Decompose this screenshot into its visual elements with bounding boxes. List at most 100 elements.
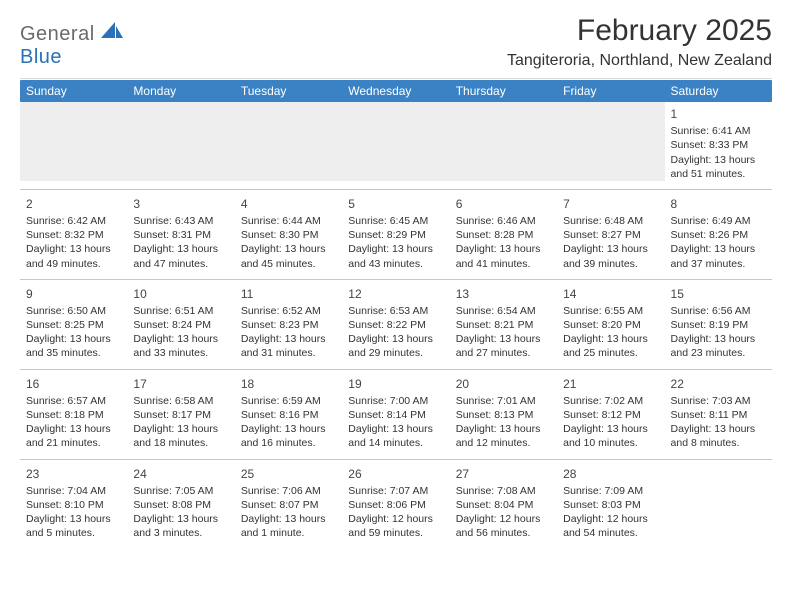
logo: General Blue (20, 14, 123, 69)
sunrise-text: Sunrise: 6:58 AM (133, 394, 228, 408)
day-number: 5 (348, 194, 443, 212)
day-cell: 20Sunrise: 7:01 AMSunset: 8:13 PMDayligh… (450, 372, 557, 451)
daylight-text: Daylight: 13 hours and 5 minutes. (26, 512, 121, 540)
daylight-text: Daylight: 13 hours and 8 minutes. (671, 422, 766, 450)
day-cell: 4Sunrise: 6:44 AMSunset: 8:30 PMDaylight… (235, 192, 342, 271)
daylight-text: Daylight: 13 hours and 18 minutes. (133, 422, 228, 450)
day-number: 20 (456, 374, 551, 392)
sunset-text: Sunset: 8:28 PM (456, 228, 551, 242)
sunset-text: Sunset: 8:11 PM (671, 408, 766, 422)
day-number: 27 (456, 464, 551, 482)
day-cell: 13Sunrise: 6:54 AMSunset: 8:21 PMDayligh… (450, 282, 557, 361)
daylight-text: Daylight: 13 hours and 3 minutes. (133, 512, 228, 540)
daylight-text: Daylight: 13 hours and 16 minutes. (241, 422, 336, 450)
sunset-text: Sunset: 8:23 PM (241, 318, 336, 332)
sunrise-text: Sunrise: 6:44 AM (241, 214, 336, 228)
day-number: 4 (241, 194, 336, 212)
daylight-text: Daylight: 13 hours and 23 minutes. (671, 332, 766, 360)
sunrise-text: Sunrise: 7:00 AM (348, 394, 443, 408)
day-number: 11 (241, 284, 336, 302)
daylight-text: Daylight: 12 hours and 56 minutes. (456, 512, 551, 540)
day-cell: 19Sunrise: 7:00 AMSunset: 8:14 PMDayligh… (342, 372, 449, 451)
daylight-text: Daylight: 12 hours and 59 minutes. (348, 512, 443, 540)
week-row: 1Sunrise: 6:41 AMSunset: 8:33 PMDaylight… (20, 102, 772, 189)
sunrise-text: Sunrise: 6:55 AM (563, 304, 658, 318)
day-number: 21 (563, 374, 658, 392)
daylight-text: Daylight: 13 hours and 10 minutes. (563, 422, 658, 450)
day-number: 3 (133, 194, 228, 212)
day-cell: 10Sunrise: 6:51 AMSunset: 8:24 PMDayligh… (127, 282, 234, 361)
daylight-text: Daylight: 13 hours and 21 minutes. (26, 422, 121, 450)
day-number: 6 (456, 194, 551, 212)
sunrise-text: Sunrise: 6:46 AM (456, 214, 551, 228)
day-number: 17 (133, 374, 228, 392)
sunrise-text: Sunrise: 7:05 AM (133, 484, 228, 498)
weekday-col: Friday (557, 84, 664, 98)
day-cell: 17Sunrise: 6:58 AMSunset: 8:17 PMDayligh… (127, 372, 234, 451)
header: General Blue February 2025 Tangiteroria,… (20, 14, 772, 70)
daylight-text: Daylight: 13 hours and 41 minutes. (456, 242, 551, 270)
day-cell: 11Sunrise: 6:52 AMSunset: 8:23 PMDayligh… (235, 282, 342, 361)
logo-word-1: General (20, 23, 95, 45)
weekday-col: Monday (127, 84, 234, 98)
sunset-text: Sunset: 8:32 PM (26, 228, 121, 242)
sunset-text: Sunset: 8:20 PM (563, 318, 658, 332)
day-cell: 2Sunrise: 6:42 AMSunset: 8:32 PMDaylight… (20, 192, 127, 271)
sunrise-text: Sunrise: 6:51 AM (133, 304, 228, 318)
title-block: February 2025 Tangiteroria, Northland, N… (507, 14, 772, 70)
day-cell: 24Sunrise: 7:05 AMSunset: 8:08 PMDayligh… (127, 462, 234, 541)
sunset-text: Sunset: 8:33 PM (671, 138, 766, 152)
sunset-text: Sunset: 8:22 PM (348, 318, 443, 332)
weekday-col: Wednesday (342, 84, 449, 98)
sunset-text: Sunset: 8:06 PM (348, 498, 443, 512)
sunrise-text: Sunrise: 6:43 AM (133, 214, 228, 228)
daylight-text: Daylight: 12 hours and 54 minutes. (563, 512, 658, 540)
daylight-text: Daylight: 13 hours and 14 minutes. (348, 422, 443, 450)
sunset-text: Sunset: 8:04 PM (456, 498, 551, 512)
daylight-text: Daylight: 13 hours and 43 minutes. (348, 242, 443, 270)
weekday-header: Sunday Monday Tuesday Wednesday Thursday… (20, 80, 772, 102)
day-cell: 28Sunrise: 7:09 AMSunset: 8:03 PMDayligh… (557, 462, 664, 541)
sunset-text: Sunset: 8:13 PM (456, 408, 551, 422)
day-cell: 14Sunrise: 6:55 AMSunset: 8:20 PMDayligh… (557, 282, 664, 361)
daylight-text: Daylight: 13 hours and 25 minutes. (563, 332, 658, 360)
day-cell: 12Sunrise: 6:53 AMSunset: 8:22 PMDayligh… (342, 282, 449, 361)
day-cell: 8Sunrise: 6:49 AMSunset: 8:26 PMDaylight… (665, 192, 772, 271)
sunset-text: Sunset: 8:24 PM (133, 318, 228, 332)
weekday-col: Thursday (450, 84, 557, 98)
day-cell: 15Sunrise: 6:56 AMSunset: 8:19 PMDayligh… (665, 282, 772, 361)
sunset-text: Sunset: 8:21 PM (456, 318, 551, 332)
day-number: 13 (456, 284, 551, 302)
day-cell: 9Sunrise: 6:50 AMSunset: 8:25 PMDaylight… (20, 282, 127, 361)
day-cell: 25Sunrise: 7:06 AMSunset: 8:07 PMDayligh… (235, 462, 342, 541)
sunrise-text: Sunrise: 6:59 AM (241, 394, 336, 408)
month-title: February 2025 (507, 14, 772, 48)
day-cell: 18Sunrise: 6:59 AMSunset: 8:16 PMDayligh… (235, 372, 342, 451)
week-row: 2Sunrise: 6:42 AMSunset: 8:32 PMDaylight… (20, 189, 772, 279)
logo-sail-icon (101, 22, 123, 40)
day-cell (557, 102, 664, 181)
sunset-text: Sunset: 8:08 PM (133, 498, 228, 512)
daylight-text: Daylight: 13 hours and 39 minutes. (563, 242, 658, 270)
day-cell: 23Sunrise: 7:04 AMSunset: 8:10 PMDayligh… (20, 462, 127, 541)
daylight-text: Daylight: 13 hours and 31 minutes. (241, 332, 336, 360)
day-cell: 1Sunrise: 6:41 AMSunset: 8:33 PMDaylight… (665, 102, 772, 181)
weekday-col: Tuesday (235, 84, 342, 98)
day-number: 26 (348, 464, 443, 482)
week-row: 23Sunrise: 7:04 AMSunset: 8:10 PMDayligh… (20, 459, 772, 549)
day-cell: 16Sunrise: 6:57 AMSunset: 8:18 PMDayligh… (20, 372, 127, 451)
location: Tangiteroria, Northland, New Zealand (507, 52, 772, 70)
sunrise-text: Sunrise: 6:45 AM (348, 214, 443, 228)
day-number: 23 (26, 464, 121, 482)
sunset-text: Sunset: 8:25 PM (26, 318, 121, 332)
calendar-page: General Blue February 2025 Tangiteroria,… (0, 0, 792, 612)
day-number: 2 (26, 194, 121, 212)
sunset-text: Sunset: 8:26 PM (671, 228, 766, 242)
day-number: 25 (241, 464, 336, 482)
day-cell: 27Sunrise: 7:08 AMSunset: 8:04 PMDayligh… (450, 462, 557, 541)
daylight-text: Daylight: 13 hours and 35 minutes. (26, 332, 121, 360)
day-number: 22 (671, 374, 766, 392)
day-number: 15 (671, 284, 766, 302)
logo-word-2: Blue (20, 46, 62, 68)
day-cell (450, 102, 557, 181)
